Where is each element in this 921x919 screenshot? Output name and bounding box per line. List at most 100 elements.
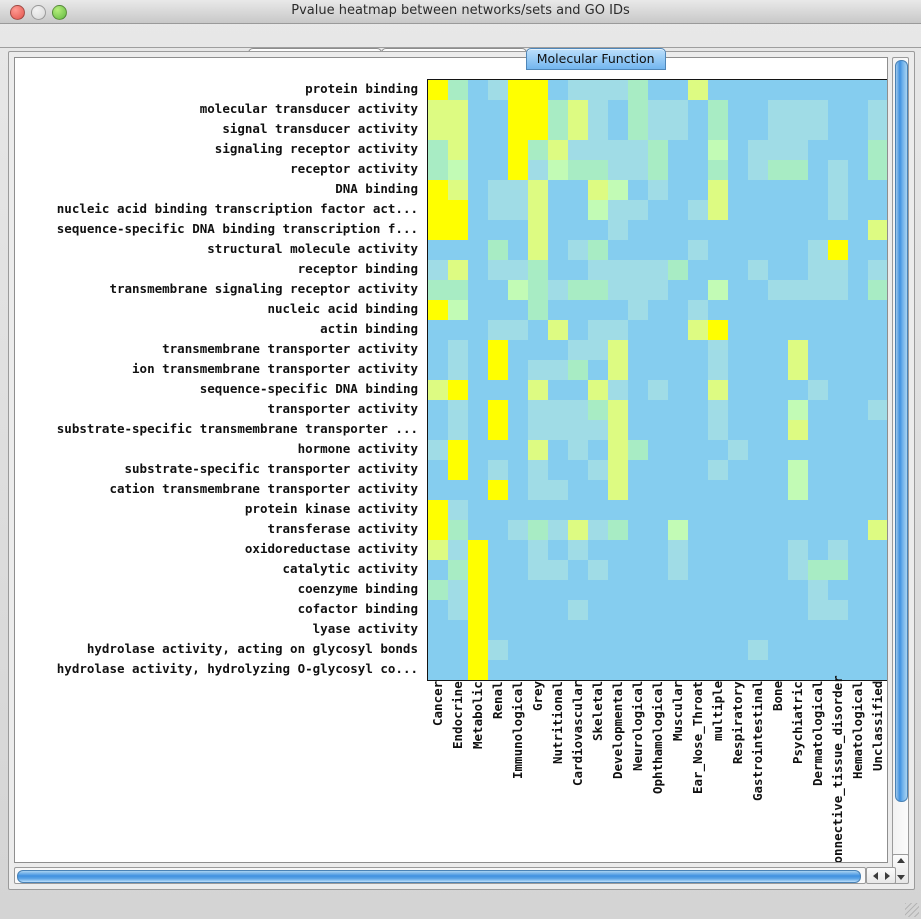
heatmap-cell[interactable] xyxy=(688,460,708,480)
heatmap-cell[interactable] xyxy=(588,380,608,400)
heatmap-cell[interactable] xyxy=(768,280,788,300)
heatmap-cell[interactable] xyxy=(668,320,688,340)
heatmap-cell[interactable] xyxy=(588,320,608,340)
heatmap-cell[interactable] xyxy=(548,220,568,240)
heatmap-cell[interactable] xyxy=(668,500,688,520)
heatmap-cell[interactable] xyxy=(848,100,868,120)
heatmap-cell[interactable] xyxy=(468,520,488,540)
heatmap-cell[interactable] xyxy=(828,520,848,540)
heatmap-cell[interactable] xyxy=(568,140,588,160)
heatmap-cell[interactable] xyxy=(608,180,628,200)
heatmap-cell[interactable] xyxy=(788,260,808,280)
heatmap-cell[interactable] xyxy=(828,100,848,120)
heatmap-cell[interactable] xyxy=(488,240,508,260)
heatmap-cell[interactable] xyxy=(748,160,768,180)
heatmap-cell[interactable] xyxy=(608,660,628,680)
heatmap-cell[interactable] xyxy=(548,180,568,200)
heatmap-cell[interactable] xyxy=(448,460,468,480)
heatmap-cell[interactable] xyxy=(628,480,648,500)
scroll-right-arrow-icon[interactable] xyxy=(885,871,890,880)
heatmap-cell[interactable] xyxy=(828,660,848,680)
heatmap-cell[interactable] xyxy=(788,420,808,440)
heatmap-cell[interactable] xyxy=(568,120,588,140)
heatmap-cell[interactable] xyxy=(828,220,848,240)
heatmap-cell[interactable] xyxy=(788,280,808,300)
heatmap-cell[interactable] xyxy=(768,560,788,580)
heatmap-cell[interactable] xyxy=(688,180,708,200)
heatmap-cell[interactable] xyxy=(828,620,848,640)
heatmap-cell[interactable] xyxy=(568,480,588,500)
heatmap-cell[interactable] xyxy=(428,320,448,340)
heatmap-cell[interactable] xyxy=(868,80,887,100)
heatmap-cell[interactable] xyxy=(688,580,708,600)
zoom-button[interactable] xyxy=(52,5,67,20)
heatmap-cell[interactable] xyxy=(808,460,828,480)
heatmap-cell[interactable] xyxy=(628,360,648,380)
heatmap-cell[interactable] xyxy=(608,440,628,460)
heatmap-cell[interactable] xyxy=(548,120,568,140)
heatmap-cell[interactable] xyxy=(688,160,708,180)
heatmap-cell[interactable] xyxy=(588,100,608,120)
heatmap-cell[interactable] xyxy=(868,320,887,340)
heatmap-cell[interactable] xyxy=(668,400,688,420)
heatmap-cell[interactable] xyxy=(848,360,868,380)
heatmap-cell[interactable] xyxy=(548,280,568,300)
heatmap-cell[interactable] xyxy=(588,120,608,140)
heatmap-cell[interactable] xyxy=(708,340,728,360)
heatmap-cell[interactable] xyxy=(448,600,468,620)
heatmap-cell[interactable] xyxy=(728,520,748,540)
heatmap-cell[interactable] xyxy=(588,420,608,440)
heatmap-cell[interactable] xyxy=(648,280,668,300)
heatmap-cell[interactable] xyxy=(768,340,788,360)
heatmap-cell[interactable] xyxy=(808,560,828,580)
heatmap-cell[interactable] xyxy=(508,260,528,280)
heatmap-cell[interactable] xyxy=(748,100,768,120)
resize-grip-icon[interactable] xyxy=(905,903,919,917)
heatmap-cell[interactable] xyxy=(688,300,708,320)
heatmap-cell[interactable] xyxy=(488,500,508,520)
heatmap-cell[interactable] xyxy=(808,180,828,200)
heatmap-cell[interactable] xyxy=(688,200,708,220)
heatmap-cell[interactable] xyxy=(728,600,748,620)
heatmap-cell[interactable] xyxy=(548,620,568,640)
heatmap-cell[interactable] xyxy=(508,120,528,140)
heatmap-cell[interactable] xyxy=(808,120,828,140)
heatmap-cell[interactable] xyxy=(508,640,528,660)
heatmap-cell[interactable] xyxy=(848,140,868,160)
heatmap-cell[interactable] xyxy=(788,120,808,140)
heatmap-cell[interactable] xyxy=(668,260,688,280)
heatmap-cell[interactable] xyxy=(848,420,868,440)
heatmap-cell[interactable] xyxy=(668,160,688,180)
heatmap-cell[interactable] xyxy=(588,480,608,500)
heatmap-cell[interactable] xyxy=(548,80,568,100)
heatmap-cell[interactable] xyxy=(648,580,668,600)
heatmap-cell[interactable] xyxy=(708,380,728,400)
heatmap-cell[interactable] xyxy=(768,180,788,200)
heatmap-cell[interactable] xyxy=(628,120,648,140)
heatmap-cell[interactable] xyxy=(508,80,528,100)
heatmap-cell[interactable] xyxy=(708,260,728,280)
heatmap-cell[interactable] xyxy=(648,360,668,380)
heatmap-cell[interactable] xyxy=(688,260,708,280)
heatmap-cell[interactable] xyxy=(768,100,788,120)
heatmap-cell[interactable] xyxy=(628,600,648,620)
heatmap-cell[interactable] xyxy=(508,500,528,520)
heatmap-cell[interactable] xyxy=(808,140,828,160)
heatmap-cell[interactable] xyxy=(508,380,528,400)
heatmap-cell[interactable] xyxy=(628,220,648,240)
heatmap-cell[interactable] xyxy=(768,320,788,340)
heatmap-cell[interactable] xyxy=(748,380,768,400)
heatmap-cell[interactable] xyxy=(688,80,708,100)
heatmap-cell[interactable] xyxy=(728,580,748,600)
heatmap-cell[interactable] xyxy=(748,200,768,220)
heatmap-cell[interactable] xyxy=(848,120,868,140)
heatmap-cell[interactable] xyxy=(688,640,708,660)
heatmap-cell[interactable] xyxy=(468,580,488,600)
heatmap-cell[interactable] xyxy=(448,440,468,460)
heatmap-cell[interactable] xyxy=(668,660,688,680)
heatmap-cell[interactable] xyxy=(668,280,688,300)
heatmap-cell[interactable] xyxy=(728,640,748,660)
heatmap-cell[interactable] xyxy=(788,160,808,180)
heatmap-cell[interactable] xyxy=(648,420,668,440)
heatmap-cell[interactable] xyxy=(428,360,448,380)
